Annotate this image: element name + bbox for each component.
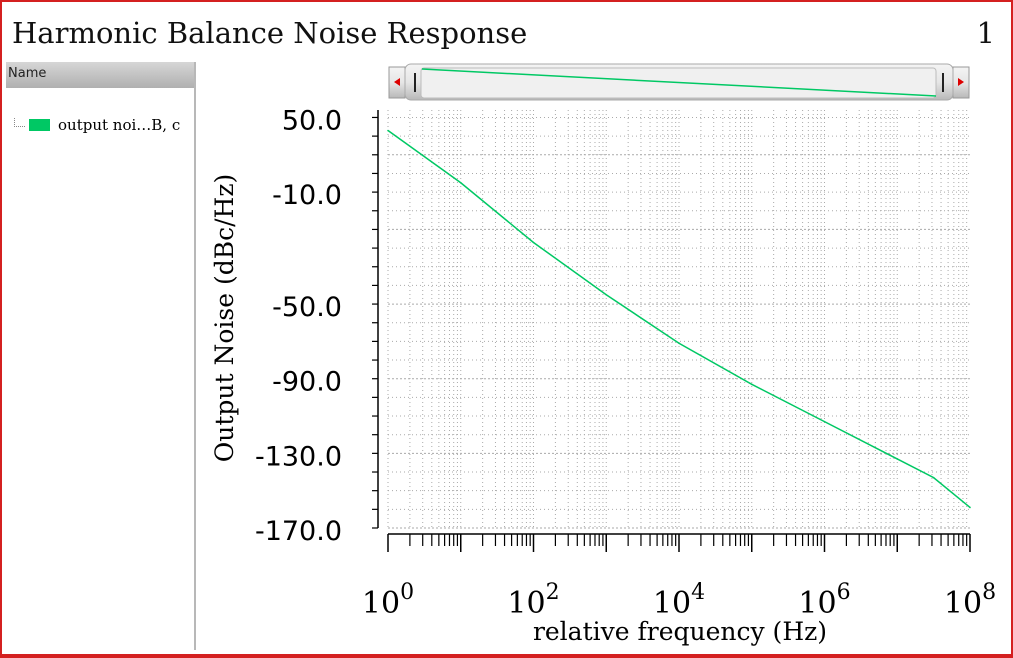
page-number: 1 [976,16,995,50]
legend-column-header[interactable]: Name [6,62,194,88]
left-handle-icon[interactable] [414,73,416,92]
arrow-left-icon [394,78,400,86]
overview-series-line [421,68,937,97]
arrow-right-icon [958,78,964,86]
legend-item[interactable]: output noi…B, c [14,116,194,134]
legend-item-label: output noi…B, c [58,116,181,134]
chart-title: Harmonic Balance Noise Response [12,16,528,50]
right-handle-icon[interactable] [942,73,944,92]
series-color-swatch [29,119,50,131]
tree-connector-icon [14,117,25,127]
range-overview-scrollbar[interactable] [388,63,970,101]
legend-panel: Name output noi…B, c [6,62,196,650]
